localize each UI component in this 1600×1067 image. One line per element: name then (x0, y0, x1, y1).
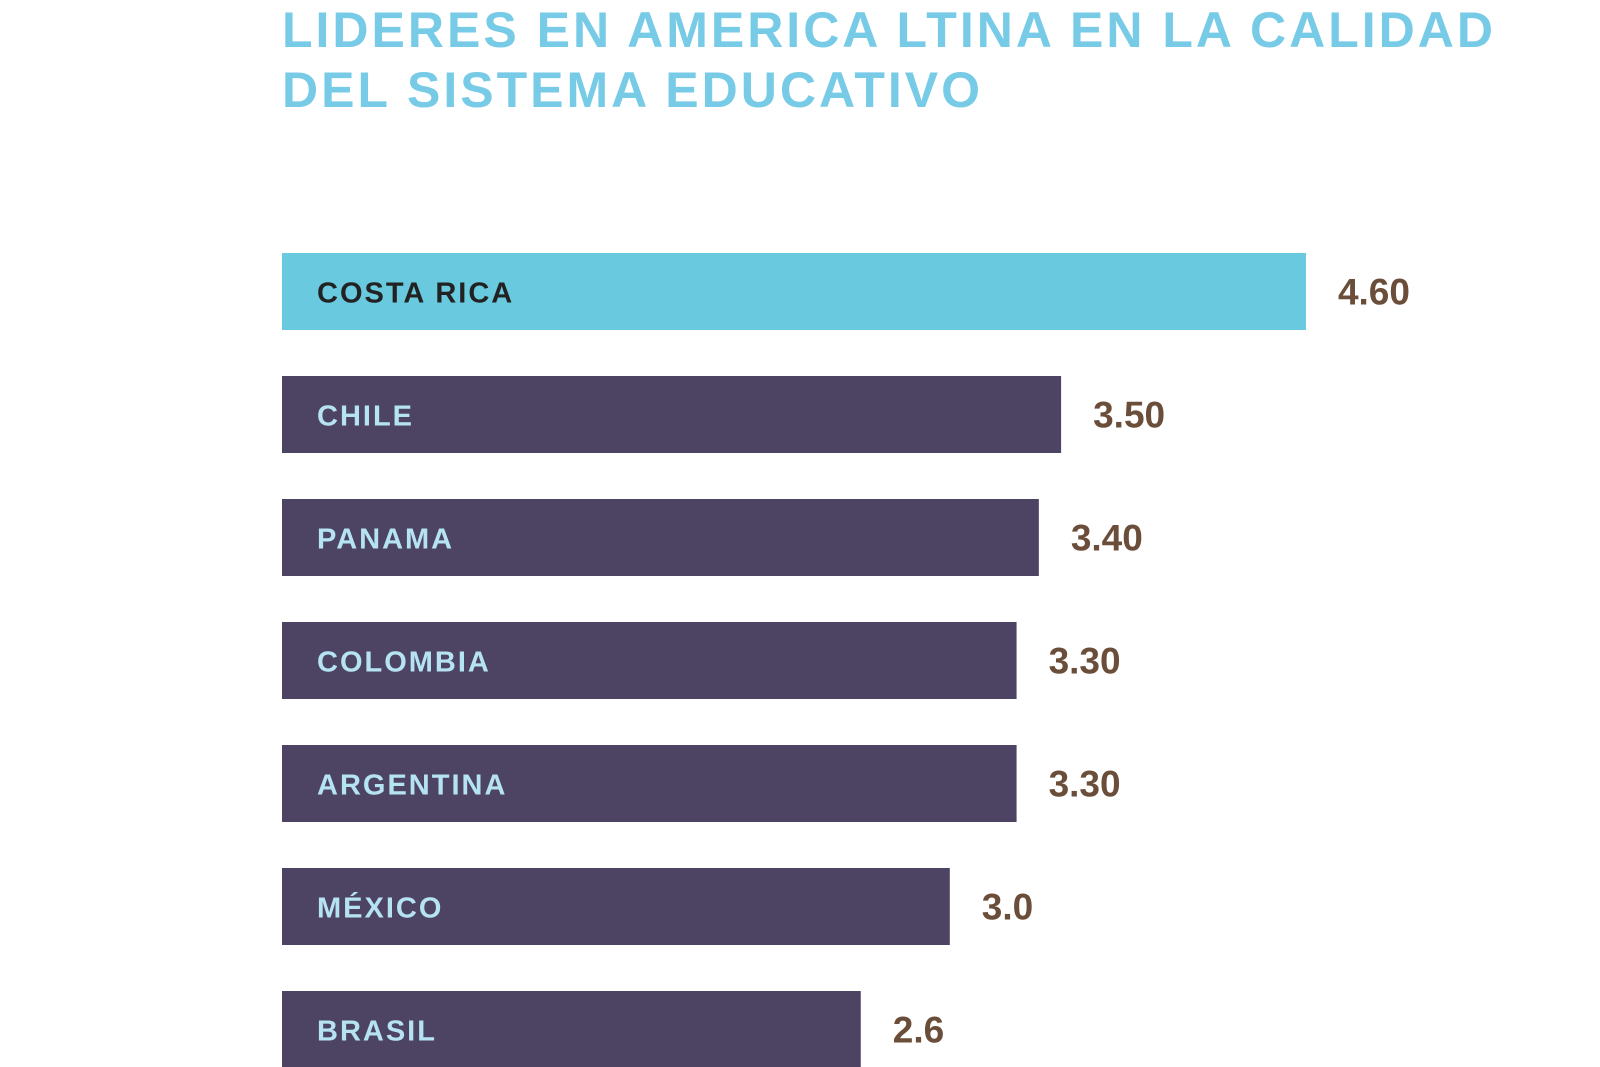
value-label-brasil: 2.6 (893, 1010, 944, 1051)
bar-mexico (282, 868, 950, 945)
category-label-brasil: BRASIL (317, 1016, 437, 1048)
value-label-argentina: 3.30 (1049, 764, 1121, 805)
value-label-chile: 3.50 (1093, 395, 1165, 436)
value-label-panama: 3.40 (1071, 518, 1143, 559)
bar-chile (282, 376, 1062, 453)
chart-title-line-2: DEL SISTEMA EDUCATIVO (282, 62, 984, 118)
bar-argentina (282, 745, 1017, 822)
chart-title: LIDERES EN AMERICA LTINA EN LA CALIDAD D… (282, 0, 1582, 120)
bar-costa-rica (282, 253, 1306, 330)
category-label-chile: CHILE (317, 401, 414, 433)
category-label-argentina: ARGENTINA (317, 770, 507, 802)
category-label-colombia: COLOMBIA (317, 647, 491, 679)
bar-panama (282, 499, 1039, 576)
value-label-colombia: 3.30 (1049, 641, 1121, 682)
category-label-costa-rica: COSTA RICA (317, 278, 514, 310)
bar-colombia (282, 622, 1017, 699)
category-label-panama: PANAMA (317, 524, 454, 556)
category-label-mexico: MÉXICO (317, 891, 443, 925)
bar-brasil (282, 991, 861, 1067)
value-label-mexico: 3.0 (982, 887, 1033, 928)
value-label-costa-rica: 4.60 (1338, 272, 1410, 313)
chart-title-line-1: LIDERES EN AMERICA LTINA EN LA CALIDAD (282, 2, 1496, 58)
